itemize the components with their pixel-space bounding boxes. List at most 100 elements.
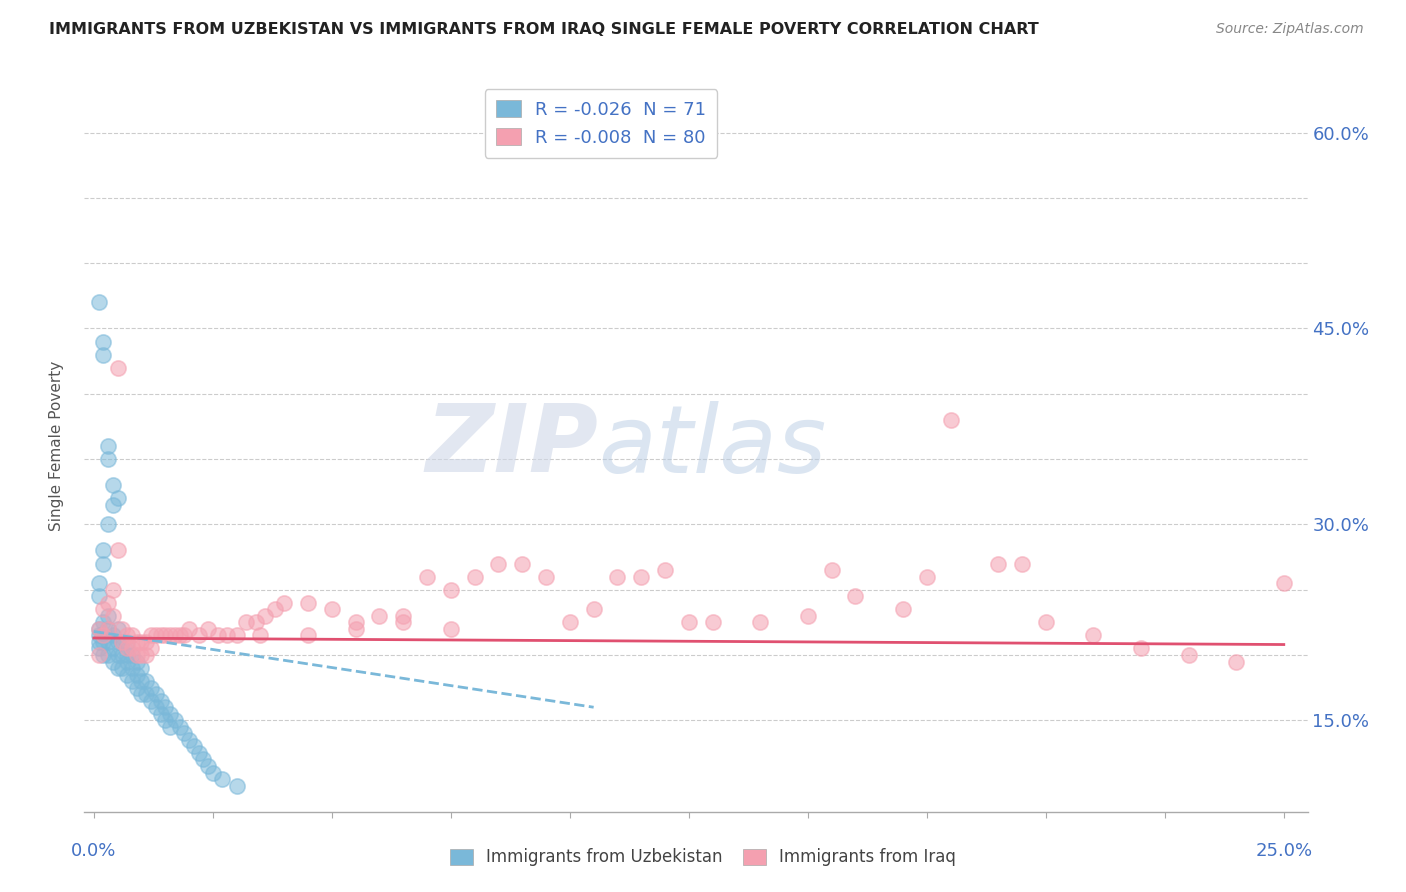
Point: [163, 714, 186, 728]
Point: [177, 732, 200, 747]
Point: [121, 648, 143, 662]
Point: [987, 557, 1010, 571]
Point: [678, 615, 700, 630]
Point: [115, 667, 138, 681]
Point: [97, 622, 120, 636]
Point: [169, 720, 191, 734]
Point: [534, 569, 557, 583]
Point: [93, 615, 115, 630]
Point: [654, 563, 676, 577]
Point: [87, 589, 110, 603]
Point: [111, 622, 134, 636]
Point: [1130, 641, 1153, 656]
Point: [139, 628, 162, 642]
Point: [139, 681, 162, 695]
Point: [606, 569, 628, 583]
Point: [392, 615, 415, 630]
Point: [101, 655, 124, 669]
Point: [131, 635, 153, 649]
Point: [87, 628, 110, 642]
Point: [107, 543, 129, 558]
Point: [225, 779, 247, 793]
Point: [97, 622, 120, 636]
Point: [891, 602, 914, 616]
Point: [97, 608, 120, 623]
Text: 0.0%: 0.0%: [72, 842, 117, 860]
Point: [344, 615, 367, 630]
Point: [155, 714, 177, 728]
Point: [107, 491, 129, 506]
Point: [93, 334, 115, 349]
Point: [211, 772, 233, 786]
Point: [225, 628, 247, 642]
Point: [111, 635, 134, 649]
Point: [131, 648, 153, 662]
Point: [368, 608, 391, 623]
Point: [145, 628, 167, 642]
Point: [87, 635, 110, 649]
Point: [93, 543, 115, 558]
Point: [1225, 655, 1247, 669]
Point: [93, 635, 115, 649]
Y-axis label: Single Female Poverty: Single Female Poverty: [49, 361, 63, 531]
Point: [749, 615, 772, 630]
Point: [139, 641, 162, 656]
Point: [87, 641, 110, 656]
Point: [87, 648, 110, 662]
Point: [1035, 615, 1057, 630]
Point: [173, 726, 195, 740]
Point: [159, 628, 181, 642]
Point: [702, 615, 724, 630]
Point: [169, 628, 191, 642]
Point: [197, 759, 219, 773]
Point: [93, 628, 115, 642]
Text: IMMIGRANTS FROM UZBEKISTAN VS IMMIGRANTS FROM IRAQ SINGLE FEMALE POVERTY CORRELA: IMMIGRANTS FROM UZBEKISTAN VS IMMIGRANTS…: [49, 22, 1039, 37]
Point: [101, 628, 124, 642]
Point: [107, 635, 129, 649]
Point: [135, 648, 157, 662]
Point: [187, 628, 209, 642]
Point: [101, 608, 124, 623]
Point: [1272, 576, 1295, 591]
Point: [125, 648, 148, 662]
Point: [297, 628, 319, 642]
Point: [107, 661, 129, 675]
Point: [97, 452, 120, 467]
Point: [93, 557, 115, 571]
Point: [125, 655, 148, 669]
Point: [149, 706, 172, 721]
Point: [145, 700, 167, 714]
Point: [121, 674, 143, 689]
Point: [115, 648, 138, 662]
Point: [121, 661, 143, 675]
Point: [97, 596, 120, 610]
Point: [488, 557, 510, 571]
Point: [111, 635, 134, 649]
Point: [464, 569, 486, 583]
Point: [131, 687, 153, 701]
Point: [249, 628, 271, 642]
Point: [135, 674, 157, 689]
Point: [101, 641, 124, 656]
Point: [93, 648, 115, 662]
Point: [87, 295, 110, 310]
Legend: Immigrants from Uzbekistan, Immigrants from Iraq: Immigrants from Uzbekistan, Immigrants f…: [443, 842, 963, 873]
Point: [187, 746, 209, 760]
Point: [97, 517, 120, 532]
Point: [111, 661, 134, 675]
Point: [197, 622, 219, 636]
Point: [139, 694, 162, 708]
Point: [177, 622, 200, 636]
Point: [797, 608, 820, 623]
Point: [131, 674, 153, 689]
Point: [1011, 557, 1033, 571]
Point: [235, 615, 257, 630]
Point: [115, 628, 138, 642]
Point: [201, 765, 224, 780]
Point: [97, 648, 120, 662]
Point: [245, 615, 267, 630]
Point: [392, 608, 415, 623]
Point: [87, 622, 110, 636]
Point: [135, 635, 157, 649]
Point: [183, 739, 205, 754]
